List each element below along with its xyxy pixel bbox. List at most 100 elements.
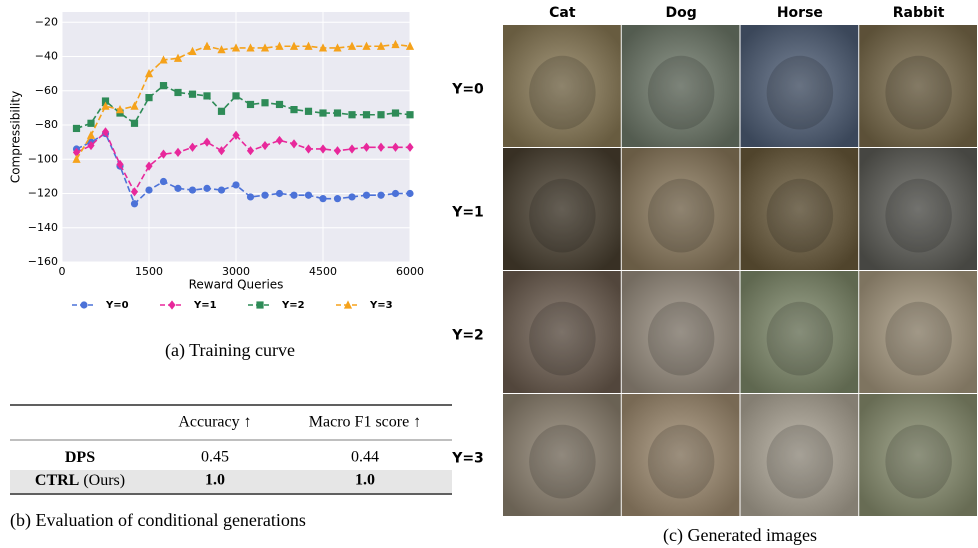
column-label: Rabbit [893,5,945,21]
animal-silhouette [767,179,834,253]
animal-silhouette [529,56,596,130]
marker [218,108,225,115]
marker [334,109,341,116]
marker [131,200,138,207]
row-label: Y=1 [451,205,484,221]
animal-silhouette [529,425,596,499]
animal-silhouette [885,302,952,376]
caption: (a) Training curve [165,340,295,361]
animal-silhouette [885,56,952,130]
marker [256,301,263,308]
marker [392,109,399,116]
marker [334,195,341,202]
marker [145,94,152,101]
marker [261,192,268,199]
marker [261,99,268,106]
marker [189,186,196,193]
marker [203,185,210,192]
marker [348,111,355,118]
column-label: Cat [549,5,576,21]
marker [276,190,283,197]
method-name: CTRL [35,472,79,489]
table-cell: 1.0 [355,472,375,489]
marker [145,186,152,193]
marker [203,92,210,99]
table-header: Accuracy ↑ [178,414,251,431]
marker [174,89,181,96]
x-tick-label: 0 [59,265,66,278]
marker [363,111,370,118]
row-label: Y=0 [451,82,484,98]
table-cell: 1.0 [205,472,225,489]
y-axis-label: Compressibility [9,91,23,183]
method-note: (Ours) [83,472,125,489]
animal-silhouette [885,179,952,253]
marker [80,301,87,308]
marker [290,192,297,199]
x-tick-label: 6000 [396,265,424,278]
y-tick-label: −40 [35,50,58,63]
y-tick-label: −60 [35,84,58,97]
marker [232,181,239,188]
marker [319,109,326,116]
marker [392,190,399,197]
marker [305,108,312,115]
marker [168,300,175,309]
animal-silhouette [767,56,834,130]
animal-silhouette [529,302,596,376]
x-tick-label: 4500 [309,265,337,278]
marker [363,192,370,199]
marker [377,192,384,199]
legend-label: Y=1 [193,300,217,311]
marker [247,193,254,200]
marker [290,106,297,113]
marker [160,82,167,89]
y-tick-label: −160 [28,255,58,268]
legend-label: Y=2 [281,300,305,311]
marker [218,186,225,193]
caption: (c) Generated images [663,525,817,546]
animal-silhouette [767,425,834,499]
method-name: DPS [65,449,95,466]
caption: (b) Evaluation of conditional generation… [10,510,306,531]
x-tick-label: 3000 [222,265,250,278]
marker [174,185,181,192]
marker [406,190,413,197]
column-label: Dog [665,5,696,21]
marker [131,120,138,127]
y-tick-label: −100 [28,152,58,165]
legend-label: Y=0 [105,300,129,311]
y-tick-label: −20 [35,15,58,28]
y-tick-label: −80 [35,118,58,131]
animal-silhouette [648,56,715,130]
animal-silhouette [767,302,834,376]
marker [319,195,326,202]
marker [160,178,167,185]
animal-silhouette [648,179,715,253]
table-header: Macro F1 score ↑ [309,414,421,431]
y-tick-label: −120 [28,187,58,200]
y-tick-label: −140 [28,221,58,234]
marker [406,111,413,118]
table-cell: 0.44 [351,449,379,466]
marker [232,92,239,99]
marker [247,101,254,108]
column-label: Horse [777,5,823,21]
marker [348,193,355,200]
animal-silhouette [885,425,952,499]
marker [189,91,196,98]
marker [276,101,283,108]
marker [87,120,94,127]
marker [73,125,80,132]
figure: Reward Queries Compressibility (a) Train… [0,0,978,548]
animal-silhouette [529,179,596,253]
row-label: Y=2 [451,328,484,344]
x-tick-label: 1500 [135,265,163,278]
animal-silhouette [648,425,715,499]
table-cell: 0.45 [201,449,229,466]
marker [305,192,312,199]
table-method: DPS [65,449,95,466]
legend-label: Y=3 [369,300,393,311]
animal-silhouette [648,302,715,376]
row-label: Y=3 [451,451,484,467]
